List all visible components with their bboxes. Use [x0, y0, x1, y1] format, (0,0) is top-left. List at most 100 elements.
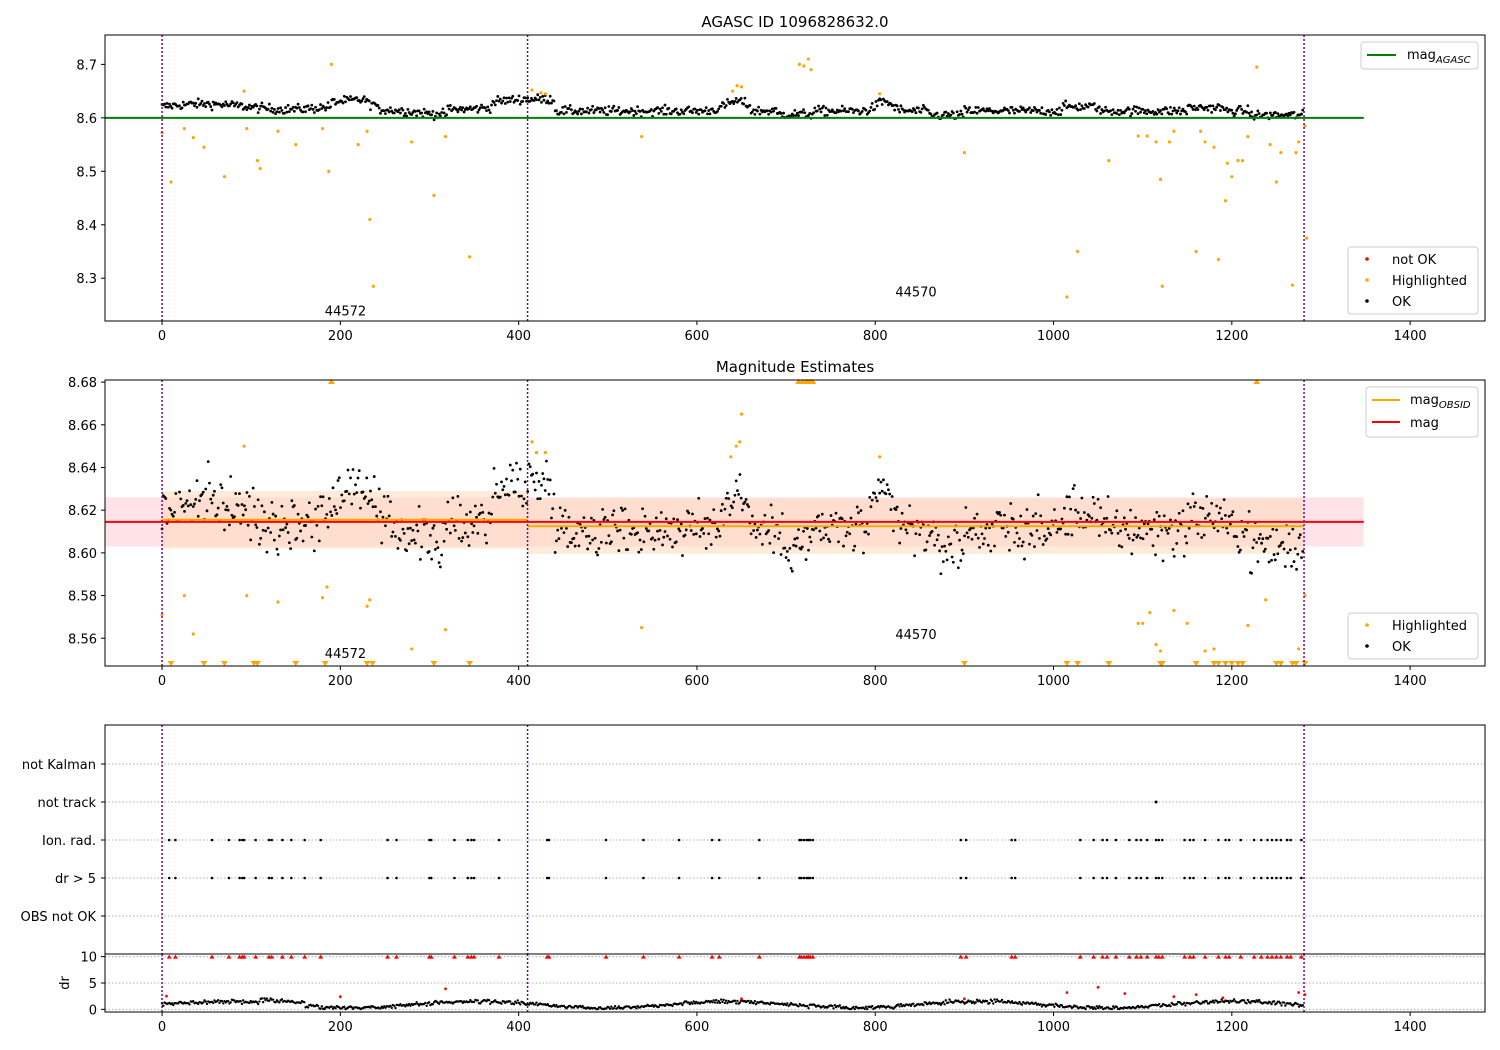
- magest-ok-point: [990, 522, 994, 526]
- magest-ok-point: [1201, 506, 1205, 510]
- agasc-ok-point: [1018, 110, 1021, 113]
- dr-ok-point: [509, 1000, 512, 1003]
- dr-ok-point: [1034, 1001, 1037, 1005]
- magest-ok-point: [330, 514, 334, 517]
- magest-ok-point: [387, 514, 391, 518]
- agasc-ok-point: [1029, 111, 1033, 114]
- magest-ok-point: [535, 471, 538, 475]
- magest-ok-point: [269, 531, 273, 534]
- dr-gt-5-point: [1160, 876, 1164, 880]
- magest-ok-point: [1219, 506, 1222, 510]
- magest-ok-point: [1152, 518, 1156, 522]
- ion-rad-point: [799, 838, 803, 842]
- dr-ok-point: [217, 998, 220, 1002]
- magest-ok-point: [211, 493, 215, 497]
- dr-ok-point: [1296, 1002, 1299, 1006]
- agasc-ok-point: [1191, 107, 1195, 111]
- dr-x-tick-label: 600: [685, 1020, 710, 1035]
- magest-ok-point: [540, 483, 543, 487]
- agasc-ok-point: [842, 109, 845, 113]
- dr-clipped-high-marker: [166, 954, 172, 959]
- magest-x-tick-label: 1000: [1037, 674, 1070, 689]
- agasc-ok-point: [873, 108, 877, 111]
- dr-ok-point: [786, 1002, 789, 1005]
- dr-gt-5-point: [1227, 876, 1231, 880]
- agasc-highlighted-point: [327, 169, 331, 173]
- magest-ok-point: [1252, 538, 1256, 542]
- magest-ok-point: [663, 530, 667, 533]
- magest-clipped-high-marker: [1253, 379, 1261, 384]
- magest-ok-point: [1290, 564, 1293, 568]
- magest-ok-point: [510, 479, 513, 483]
- magest-ok-point: [1267, 560, 1271, 564]
- ion-rad-point: [386, 838, 389, 842]
- agasc-ok-point: [628, 110, 632, 114]
- dr-clipped-high-marker: [1298, 954, 1304, 959]
- magest-ok-point: [1011, 517, 1015, 521]
- agasc-ok-point: [324, 108, 327, 112]
- dr-ok-point: [610, 1005, 613, 1008]
- agasc-ok-point: [420, 111, 424, 115]
- magest-ok-point: [599, 540, 603, 544]
- dr-ok-point: [264, 999, 267, 1002]
- dr-ok-point: [992, 1002, 995, 1005]
- agasc-ok-point: [248, 103, 251, 107]
- agasc-ok-point: [404, 112, 407, 115]
- dr-gt-5-point: [1266, 876, 1269, 880]
- dr-ok-point: [581, 1004, 584, 1008]
- magest-ok-point: [603, 515, 607, 519]
- dr-ok-point: [749, 999, 753, 1003]
- magest-ok-point: [1176, 529, 1180, 533]
- dr-ok-point: [278, 1001, 281, 1004]
- agasc-ok-point: [1006, 109, 1010, 112]
- magest-ok-point: [183, 509, 186, 513]
- ion-rad-point: [807, 838, 810, 842]
- magest-ok-point: [1272, 553, 1276, 556]
- agasc-ok-point: [1024, 110, 1028, 114]
- magest-ok-point: [1034, 512, 1038, 516]
- magest-x-tick-label: 1200: [1215, 674, 1248, 689]
- magest-ok-point: [618, 528, 622, 532]
- agasc-ok-point: [516, 99, 520, 102]
- magest-ok-point: [828, 540, 832, 543]
- magest-clipped-low-marker: [1105, 661, 1113, 666]
- agasc-ok-point: [770, 107, 774, 111]
- agasc-ok-point: [941, 113, 945, 117]
- magest-ok-point: [1074, 508, 1078, 512]
- dr-ok-point: [220, 1000, 224, 1003]
- agasc-ok-point: [758, 112, 762, 116]
- agasc-ok-point: [249, 107, 253, 111]
- agasc-ok-point: [706, 112, 709, 116]
- magest-ok-point: [928, 534, 932, 537]
- magest-ok-point: [427, 550, 431, 553]
- agasc-ok-point: [306, 104, 310, 108]
- agasc-ok-point: [949, 113, 953, 117]
- magest-ok-point: [1122, 516, 1126, 520]
- magest-ok-point: [1276, 552, 1280, 556]
- magest-ok-point: [589, 516, 593, 520]
- agasc-ok-point: [204, 105, 208, 109]
- agasc-ok-point: [636, 105, 639, 109]
- magest-ok-point: [681, 554, 684, 557]
- magest-ok-point: [370, 498, 374, 502]
- magest-ok-point: [880, 489, 884, 493]
- agasc-highlighted-point: [1172, 129, 1176, 133]
- magest-highlighted-point: [1141, 621, 1145, 625]
- magest-ok-point: [961, 552, 965, 556]
- agasc-highlighted-point: [1305, 236, 1309, 240]
- magest-highlighted-point: [729, 455, 733, 459]
- agasc-y-tick-label: 8.5: [76, 165, 97, 180]
- dr-clipped-high-marker: [302, 954, 308, 959]
- magest-ok-point: [1015, 531, 1019, 535]
- magest-ok-point: [1023, 557, 1026, 561]
- agasc-ok-point: [523, 96, 527, 100]
- agasc-ok-point: [1214, 108, 1217, 112]
- magest-ok-point: [970, 537, 974, 541]
- dr-x-tick-label: 0: [158, 1020, 166, 1035]
- magest-ok-point: [561, 514, 565, 518]
- dr-ok-point: [657, 1005, 660, 1009]
- agasc-ok-point: [902, 108, 905, 112]
- agasc-ok-point: [631, 109, 634, 112]
- magest-ok-point: [1105, 516, 1109, 520]
